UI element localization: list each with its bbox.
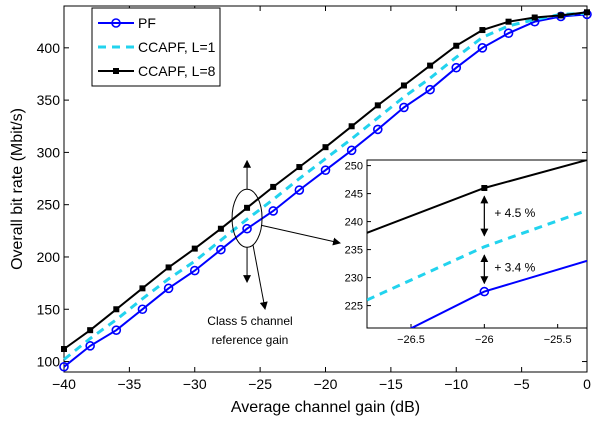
y-tick-label: 300 xyxy=(37,144,61,160)
inset-x-tick-label: −25.5 xyxy=(544,334,572,346)
data-point-marker xyxy=(296,164,303,171)
x-tick-label: −15 xyxy=(379,376,403,392)
x-axis-title: Average channel gain (dB) xyxy=(231,399,420,416)
y-tick-label: 400 xyxy=(37,40,61,56)
series-line-ccapf-l-1 xyxy=(63,11,588,361)
data-point-marker xyxy=(163,283,174,294)
inset-l8-marker xyxy=(481,185,488,191)
data-point-marker xyxy=(322,144,329,151)
inset-y-tick-label: 245 xyxy=(345,189,363,201)
x-tick-label: −25 xyxy=(248,376,272,392)
data-point-marker xyxy=(61,345,67,352)
data-point-marker xyxy=(479,27,486,34)
inset-frame xyxy=(366,159,588,329)
data-point-marker xyxy=(505,18,512,25)
inset-y-tick-label: 230 xyxy=(345,273,363,285)
data-point-marker xyxy=(217,225,224,232)
data-point-marker xyxy=(374,102,381,109)
data-point-marker xyxy=(477,43,488,53)
annotation-text-line2: reference gain xyxy=(212,333,289,347)
data-point-marker xyxy=(189,265,200,276)
data-point-marker xyxy=(348,123,355,130)
data-point-marker xyxy=(320,165,331,175)
data-point-marker xyxy=(399,102,409,113)
legend-label: PF xyxy=(138,15,156,31)
y-tick-label: 350 xyxy=(37,92,61,108)
inset-gain-label-l1: + 3.4 % xyxy=(494,261,535,275)
data-point-marker xyxy=(268,206,279,216)
inset-zoom-plot: −26.5 −26 −25.5 225 230 235 240 245 250 + 4.5 % + … xyxy=(345,159,588,346)
inset-x-tick-label: −26.5 xyxy=(397,334,425,346)
x-tick-label: −35 xyxy=(118,376,142,392)
series-line-inset-pf xyxy=(409,259,587,328)
data-point-marker xyxy=(139,285,146,292)
data-point-marker xyxy=(427,62,434,69)
data-point-marker xyxy=(165,264,172,271)
inset-gain-label-l8: + 4.5 % xyxy=(494,206,535,220)
y-tick-label: 100 xyxy=(37,354,61,370)
data-point-marker xyxy=(59,361,69,372)
data-point-marker xyxy=(244,204,251,211)
x-tick-label: −10 xyxy=(444,376,468,392)
inset-y-tick-label: 250 xyxy=(345,161,363,173)
x-tick-label: −5 xyxy=(514,376,530,392)
y-axis-title: Overall bit rate (Mbit/s) xyxy=(9,108,26,270)
data-point-marker xyxy=(137,304,148,315)
data-point-marker xyxy=(85,341,95,351)
data-point-marker xyxy=(346,145,357,156)
data-point-marker xyxy=(584,9,590,16)
series-line-pf xyxy=(63,13,588,368)
legend-swatch-marker xyxy=(111,18,121,28)
inset-y-tick-label: 225 xyxy=(345,301,363,313)
inset-pf-marker xyxy=(479,286,490,297)
data-point-marker xyxy=(453,42,460,49)
annotation-text-line1: Class 5 channel xyxy=(207,314,292,328)
data-point-marker xyxy=(294,185,305,195)
data-point-marker xyxy=(113,306,120,313)
data-point-marker xyxy=(451,62,462,73)
inset-y-tick-label: 240 xyxy=(345,217,363,229)
x-tick-label: −20 xyxy=(314,376,338,392)
data-point-marker xyxy=(425,84,435,95)
data-point-marker xyxy=(503,28,514,38)
legend-label: CCAPF, L=1 xyxy=(138,39,216,55)
legend-swatch-marker xyxy=(113,68,119,74)
data-point-marker xyxy=(270,183,277,190)
data-point-marker xyxy=(87,327,94,334)
data-point-marker xyxy=(372,124,383,135)
data-point-marker xyxy=(557,12,564,19)
data-point-marker xyxy=(216,244,226,255)
y-tick-label: 250 xyxy=(37,197,61,213)
y-tick-label: 150 xyxy=(37,301,61,317)
data-point-marker xyxy=(400,82,407,89)
annotation-arrow-to-label xyxy=(252,245,268,310)
data-point-marker xyxy=(242,223,252,234)
data-point-marker xyxy=(531,14,538,21)
x-tick-label: −30 xyxy=(183,376,207,392)
series-line-inset-ccapf-l-1 xyxy=(367,208,587,302)
y-tick-label: 200 xyxy=(37,249,61,265)
data-point-marker xyxy=(191,245,198,252)
x-tick-label: −40 xyxy=(52,376,76,392)
data-point-marker xyxy=(111,325,122,335)
legend: PF CCAPF, L=1 CCAPF, L=8 xyxy=(91,7,221,87)
annotation-arrow-to-inset xyxy=(260,224,341,246)
inset-y-tick-label: 235 xyxy=(345,245,363,257)
x-tick-label: 0 xyxy=(583,376,591,392)
legend-label: CCAPF, L=8 xyxy=(138,63,216,79)
inset-x-tick-label: −26 xyxy=(475,334,494,346)
